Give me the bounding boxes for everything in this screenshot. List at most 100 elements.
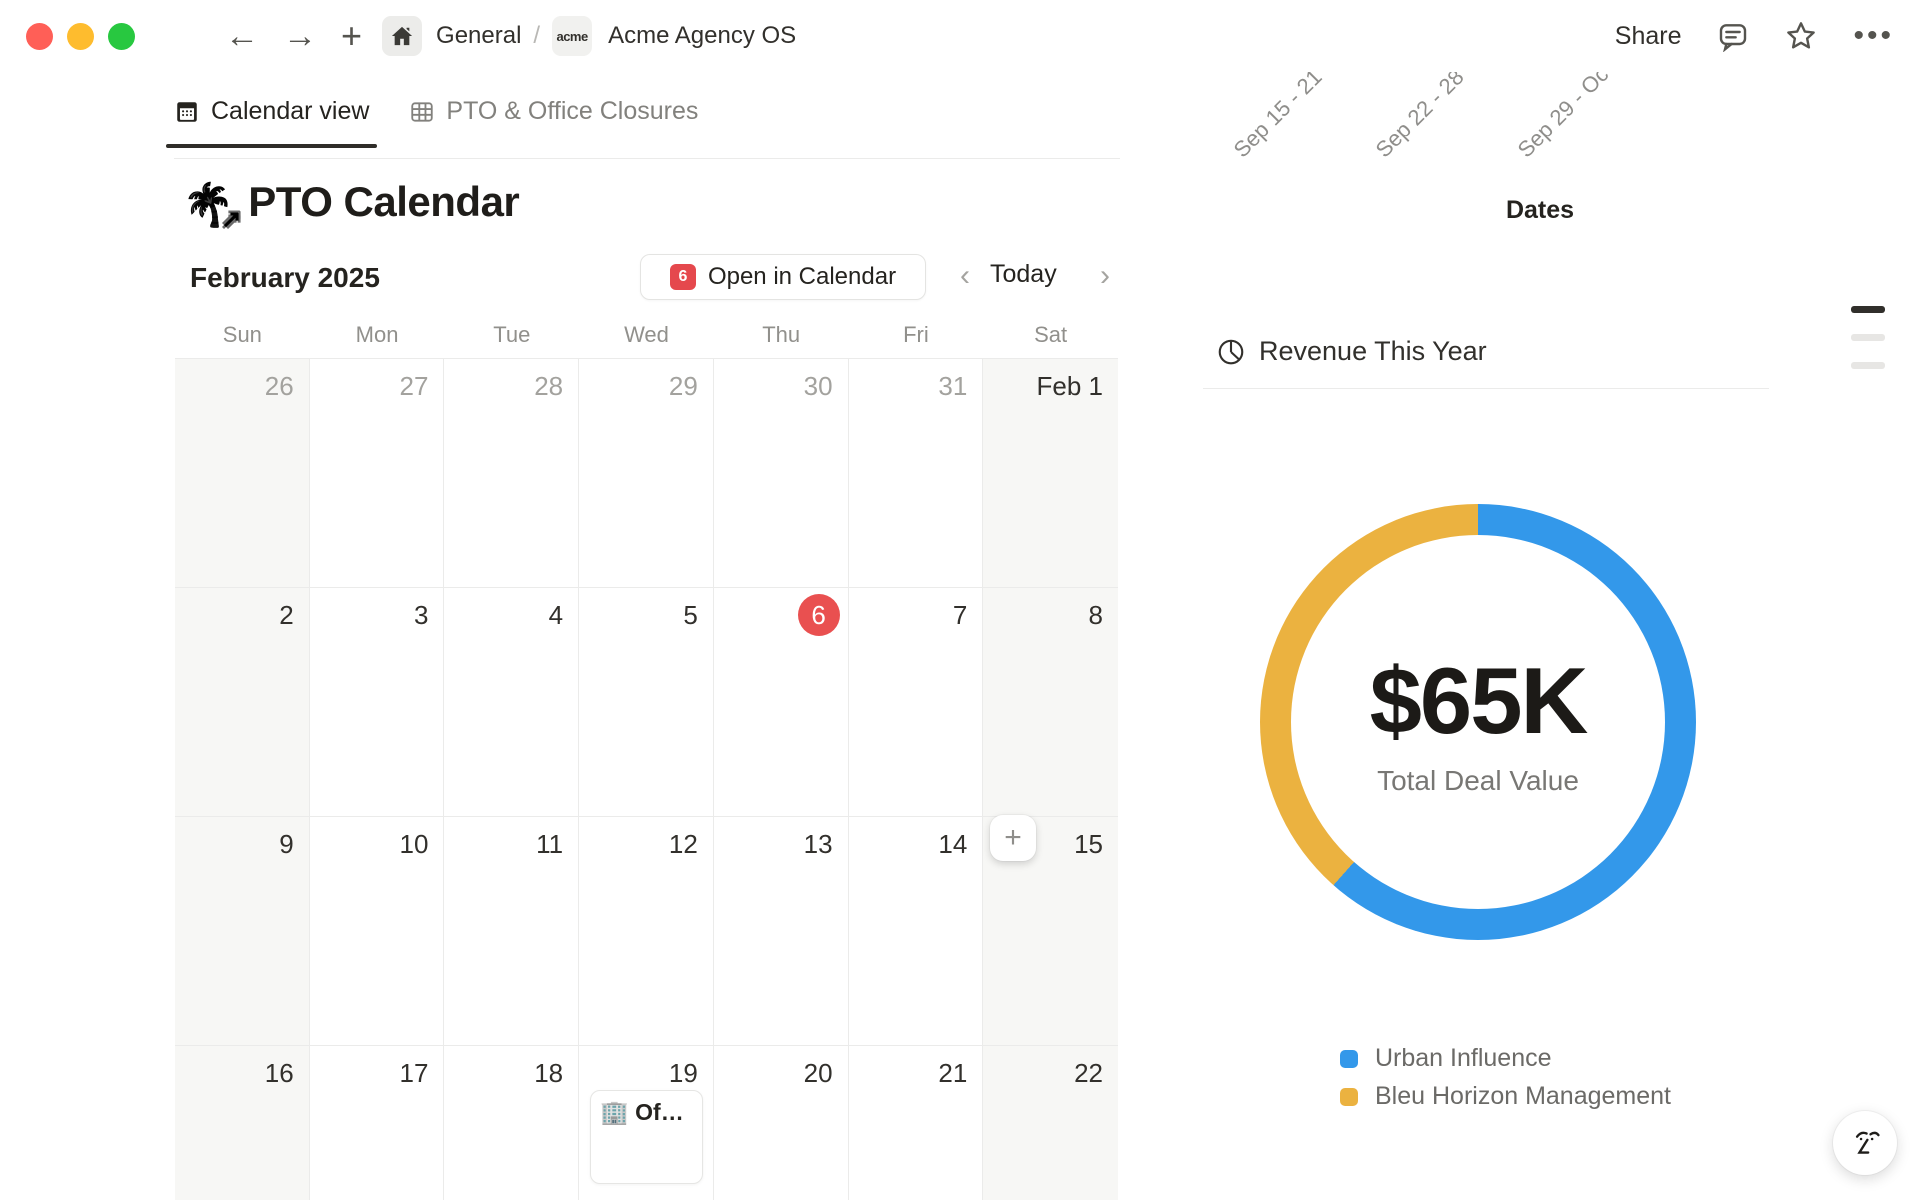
breadcrumb-page[interactable]: Acme Agency OS	[608, 22, 797, 49]
calendar-day-cell[interactable]: 3	[309, 588, 445, 817]
calendar-day-cell[interactable]: 28	[444, 359, 580, 588]
calendar-day-cell[interactable]: 6	[713, 588, 849, 817]
add-event-button[interactable]: +	[990, 815, 1036, 861]
calendar-day-cell[interactable]: 5	[579, 588, 714, 817]
date-number: 29	[668, 371, 698, 401]
outline-item[interactable]	[1851, 334, 1885, 341]
revenue-donut-chart: $65K Total Deal Value	[1260, 504, 1696, 940]
date-number: 2	[279, 600, 294, 630]
tabs-divider	[174, 158, 1120, 159]
calendar-day-cell[interactable]: 31	[848, 359, 984, 588]
x-axis-title: Dates	[1505, 196, 1575, 224]
date-number: Feb 1	[1036, 371, 1103, 401]
traffic-light-zoom[interactable]	[108, 22, 135, 50]
calendar-day-cell[interactable]: 7	[848, 588, 984, 817]
calendar-day-cell[interactable]: 26	[175, 359, 310, 588]
prev-month-chevron[interactable]: ‹	[960, 259, 970, 292]
page-title: PTO Calendar	[248, 178, 520, 225]
calendar-app-icon: 6	[669, 264, 696, 290]
donut-center-caption: Total Deal Value	[1377, 765, 1579, 796]
event-card[interactable]: 🏢 Of…	[590, 1090, 704, 1184]
calendar-day-cell[interactable]: 9	[175, 817, 310, 1046]
calendar-day-cell[interactable]: 17	[309, 1046, 445, 1200]
calendar-day-cell[interactable]: Feb 1	[983, 359, 1118, 588]
comments-icon[interactable]	[1717, 20, 1749, 52]
link-arrow-icon: ↗	[221, 206, 242, 233]
outline-item-current[interactable]	[1851, 306, 1885, 313]
calendar-month-label: February 2025	[190, 262, 380, 293]
revenue-section-header[interactable]: Revenue This Year	[1216, 336, 1487, 367]
today-date-badge: 6	[797, 594, 840, 636]
date-number: 18	[534, 1058, 564, 1088]
sidebar-menu-icon[interactable]	[167, 23, 203, 49]
traffic-light-minimize[interactable]	[67, 22, 94, 50]
tab-calendar-view[interactable]: Calendar view	[165, 97, 378, 148]
day-header: Mon	[355, 322, 399, 347]
new-page-icon[interactable]: +	[341, 15, 363, 56]
home-icon[interactable]	[382, 16, 423, 56]
calendar-day-cell[interactable]: 4	[444, 588, 580, 817]
palm-tree-page-icon[interactable]: 🌴 ↗	[182, 181, 242, 233]
date-number: 21	[938, 1058, 968, 1088]
favorite-star-icon[interactable]	[1785, 20, 1817, 52]
day-header: Wed	[624, 322, 669, 347]
traffic-light-close[interactable]	[26, 22, 53, 50]
outline-item[interactable]	[1851, 362, 1885, 369]
calendar-day-cell[interactable]: 30	[713, 359, 849, 588]
today-button[interactable]: Today	[990, 260, 1057, 288]
back-arrow-icon[interactable]: ←	[225, 17, 259, 55]
calendar-day-cell[interactable]: 10	[309, 817, 445, 1046]
calendar-day-cell[interactable]: 2	[175, 588, 310, 817]
page-outline-indicator[interactable]	[1851, 306, 1885, 369]
chart-legend: Urban Influence Bleu Horizon Management	[1340, 1044, 1671, 1111]
calendar-day-cell[interactable]: 14	[848, 817, 984, 1046]
legend-row: Bleu Horizon Management	[1340, 1082, 1671, 1111]
legend-swatch	[1340, 1049, 1358, 1068]
calendar-day-cell[interactable]: 29	[579, 359, 714, 588]
calendar-day-cell[interactable]: 20	[713, 1046, 849, 1200]
date-number: 5	[683, 600, 698, 630]
date-number: 8	[1088, 600, 1103, 630]
section-divider	[1203, 388, 1769, 389]
calendar-day-cell[interactable]: 27	[309, 359, 445, 588]
workspace-logo[interactable]: acme	[552, 16, 593, 56]
axis-tick-label: Sep 29 - Oc	[1512, 61, 1614, 163]
calendar-day-cell[interactable]: 13	[713, 817, 849, 1046]
more-options-icon[interactable]: •••	[1853, 19, 1894, 52]
ai-face-icon	[1855, 1131, 1880, 1154]
calendar-day-cell[interactable]: 22	[983, 1046, 1118, 1200]
date-number: 3	[413, 600, 429, 630]
axis-tick-label: Sep 15 - 21	[1228, 64, 1327, 163]
share-button[interactable]: Share	[1614, 21, 1682, 50]
tab-label: Calendar view	[211, 97, 370, 125]
date-number: 27	[399, 371, 429, 401]
date-number: 7	[952, 600, 968, 630]
revenue-title: Revenue This Year	[1259, 336, 1487, 366]
tab-pto-office-closures[interactable]: PTO & Office Closures	[409, 97, 698, 148]
next-month-chevron[interactable]: ›	[1100, 259, 1110, 292]
date-number: 28	[534, 371, 564, 401]
date-number: 20	[803, 1058, 833, 1088]
day-header: Fri	[903, 322, 929, 347]
tab-label: PTO & Office Closures	[446, 97, 699, 125]
date-number: 26	[264, 371, 294, 401]
calendar-day-headers: Sun Mon Tue Wed Thu Fri Sat	[175, 322, 1118, 348]
forward-arrow-icon[interactable]: →	[283, 17, 317, 55]
date-number: 31	[938, 371, 968, 401]
notion-ai-button[interactable]	[1833, 1111, 1897, 1175]
breadcrumb-section[interactable]: General	[436, 22, 522, 49]
open-in-calendar-button[interactable]: 6 Open in Calendar	[640, 254, 926, 300]
donut-center-value: $65K	[1369, 648, 1589, 753]
calendar-day-cell[interactable]: 19 🏢 Of…	[579, 1046, 714, 1200]
date-number: 17	[399, 1058, 429, 1088]
date-number: 13	[803, 829, 833, 859]
calendar-day-cell[interactable]: 21	[848, 1046, 984, 1200]
calendar-day-cell[interactable]: 11	[444, 817, 580, 1046]
calendar-day-cell[interactable]: 16	[175, 1046, 310, 1200]
breadcrumb-separator: /	[533, 22, 541, 49]
calendar-day-cell[interactable]: 18	[444, 1046, 580, 1200]
calendar-day-cell[interactable]: 8	[983, 588, 1118, 817]
calendar-day-cell[interactable]: 12	[579, 817, 714, 1046]
view-tabs: Calendar view PTO & Office Closures	[165, 97, 698, 148]
